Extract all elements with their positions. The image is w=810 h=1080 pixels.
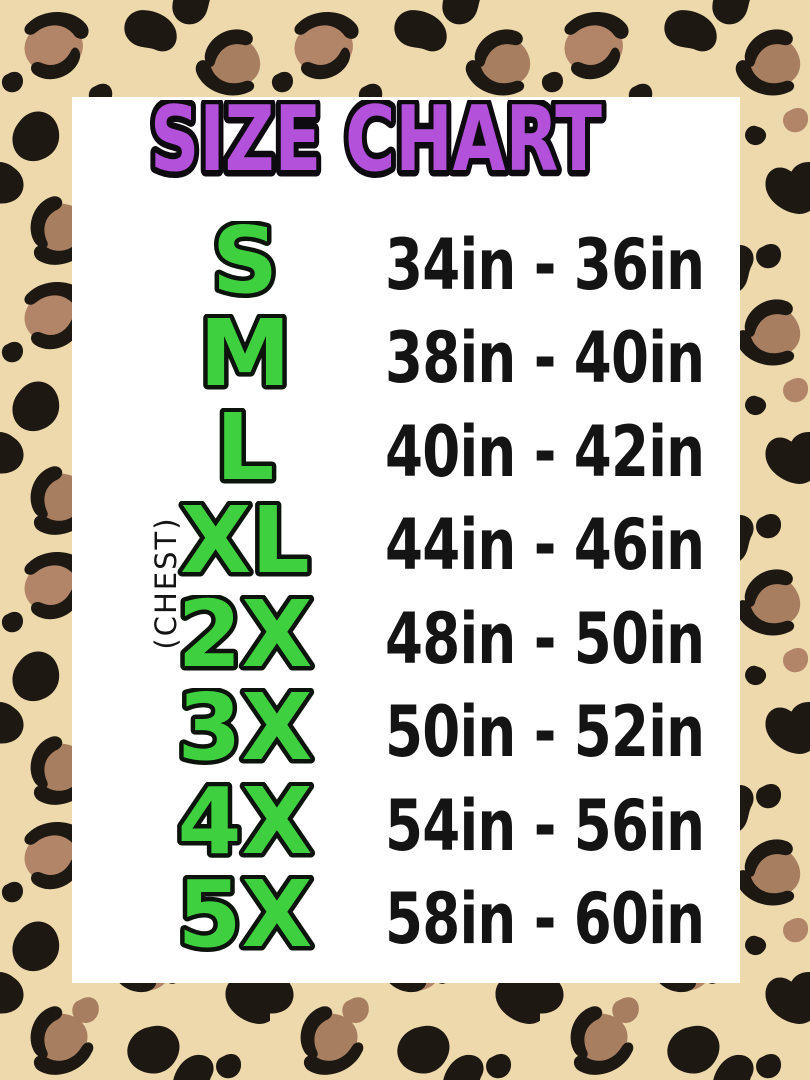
size-table: S 34in - 36in M 38in - 40in L xyxy=(72,218,740,966)
size-letter-cell: S xyxy=(150,221,340,309)
table-row: L 40in - 42in xyxy=(72,405,810,499)
size-letter-cell: 5X xyxy=(150,875,340,963)
size-label: 2X xyxy=(178,595,313,683)
size-label: L xyxy=(216,408,275,496)
table-row: 3X 50in - 52in xyxy=(72,686,810,780)
size-letter-cell: 2X xyxy=(150,595,340,683)
size-letter-art: 3X xyxy=(173,688,317,776)
table-row: 2X 48in - 50in xyxy=(72,592,810,686)
table-row: 5X 58in - 60in xyxy=(72,873,810,967)
size-letter-art: L xyxy=(211,408,279,496)
size-range: 54in - 56in xyxy=(385,784,705,867)
size-letter-art: 5X xyxy=(173,875,317,963)
table-row: S 34in - 36in xyxy=(72,218,810,312)
size-letter-art: 4X xyxy=(173,782,317,870)
size-range: 38in - 40in xyxy=(385,317,705,400)
size-letter-art: XL xyxy=(176,501,315,589)
chart-panel: SIZE CHART (CHEST) S 34in - 36in M 38in … xyxy=(72,97,740,983)
table-row: 4X 54in - 56in xyxy=(72,779,810,873)
size-letter-cell: L xyxy=(150,408,340,496)
size-letter-cell: 3X xyxy=(150,688,340,776)
size-label: XL xyxy=(180,501,310,589)
size-letter-cell: 4X xyxy=(150,782,340,870)
size-label: S xyxy=(212,221,278,309)
table-row: XL 44in - 46in xyxy=(72,499,810,593)
size-letter-art: 2X xyxy=(173,595,317,683)
size-label: 5X xyxy=(178,875,313,963)
size-letter-cell: XL xyxy=(150,501,340,589)
page-title: SIZE CHART xyxy=(150,100,602,184)
size-range: 40in - 42in xyxy=(385,410,705,493)
size-range: 34in - 36in xyxy=(385,223,705,306)
size-range: 50in - 52in xyxy=(385,691,705,774)
size-label: 3X xyxy=(178,688,313,776)
size-range: 58in - 60in xyxy=(385,878,705,961)
size-letter-art: S xyxy=(207,221,282,309)
size-label: 4X xyxy=(178,782,313,870)
size-label: M xyxy=(199,314,291,402)
chart-title: SIZE CHART xyxy=(144,100,609,184)
size-letter-art: M xyxy=(195,314,296,402)
size-range: 48in - 50in xyxy=(385,597,705,680)
size-range: 44in - 46in xyxy=(385,504,705,587)
table-row: M 38in - 40in xyxy=(72,312,810,406)
size-letter-cell: M xyxy=(150,314,340,402)
